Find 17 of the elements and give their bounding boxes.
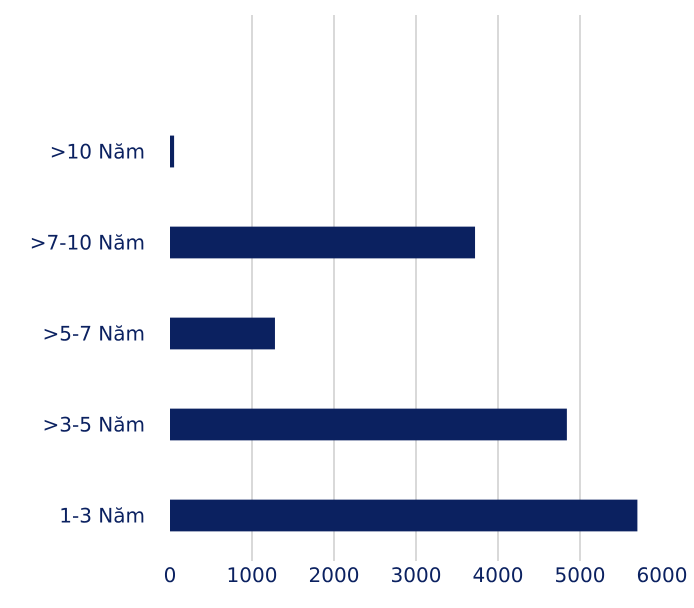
x-tick-label: 6000 [636,563,688,587]
y-tick-label: 1-3 Năm [59,504,145,528]
x-tick-label: 5000 [554,563,606,587]
bar [170,318,275,350]
x-tick-label: 0 [164,563,176,587]
bar [170,226,476,258]
bar [170,500,638,532]
bar [170,136,174,168]
bar [170,408,567,440]
y-tick-label: >7-10 Năm [30,230,145,254]
y-tick-label: >10 Năm [50,140,145,164]
x-tick-label: 1000 [226,563,278,587]
x-tick-label: 2000 [308,563,360,587]
x-tick-label: 4000 [472,563,524,587]
y-tick-label: >3-5 Năm [42,412,145,436]
x-tick-label: 3000 [390,563,442,587]
y-tick-label: >5-7 Năm [42,322,145,346]
